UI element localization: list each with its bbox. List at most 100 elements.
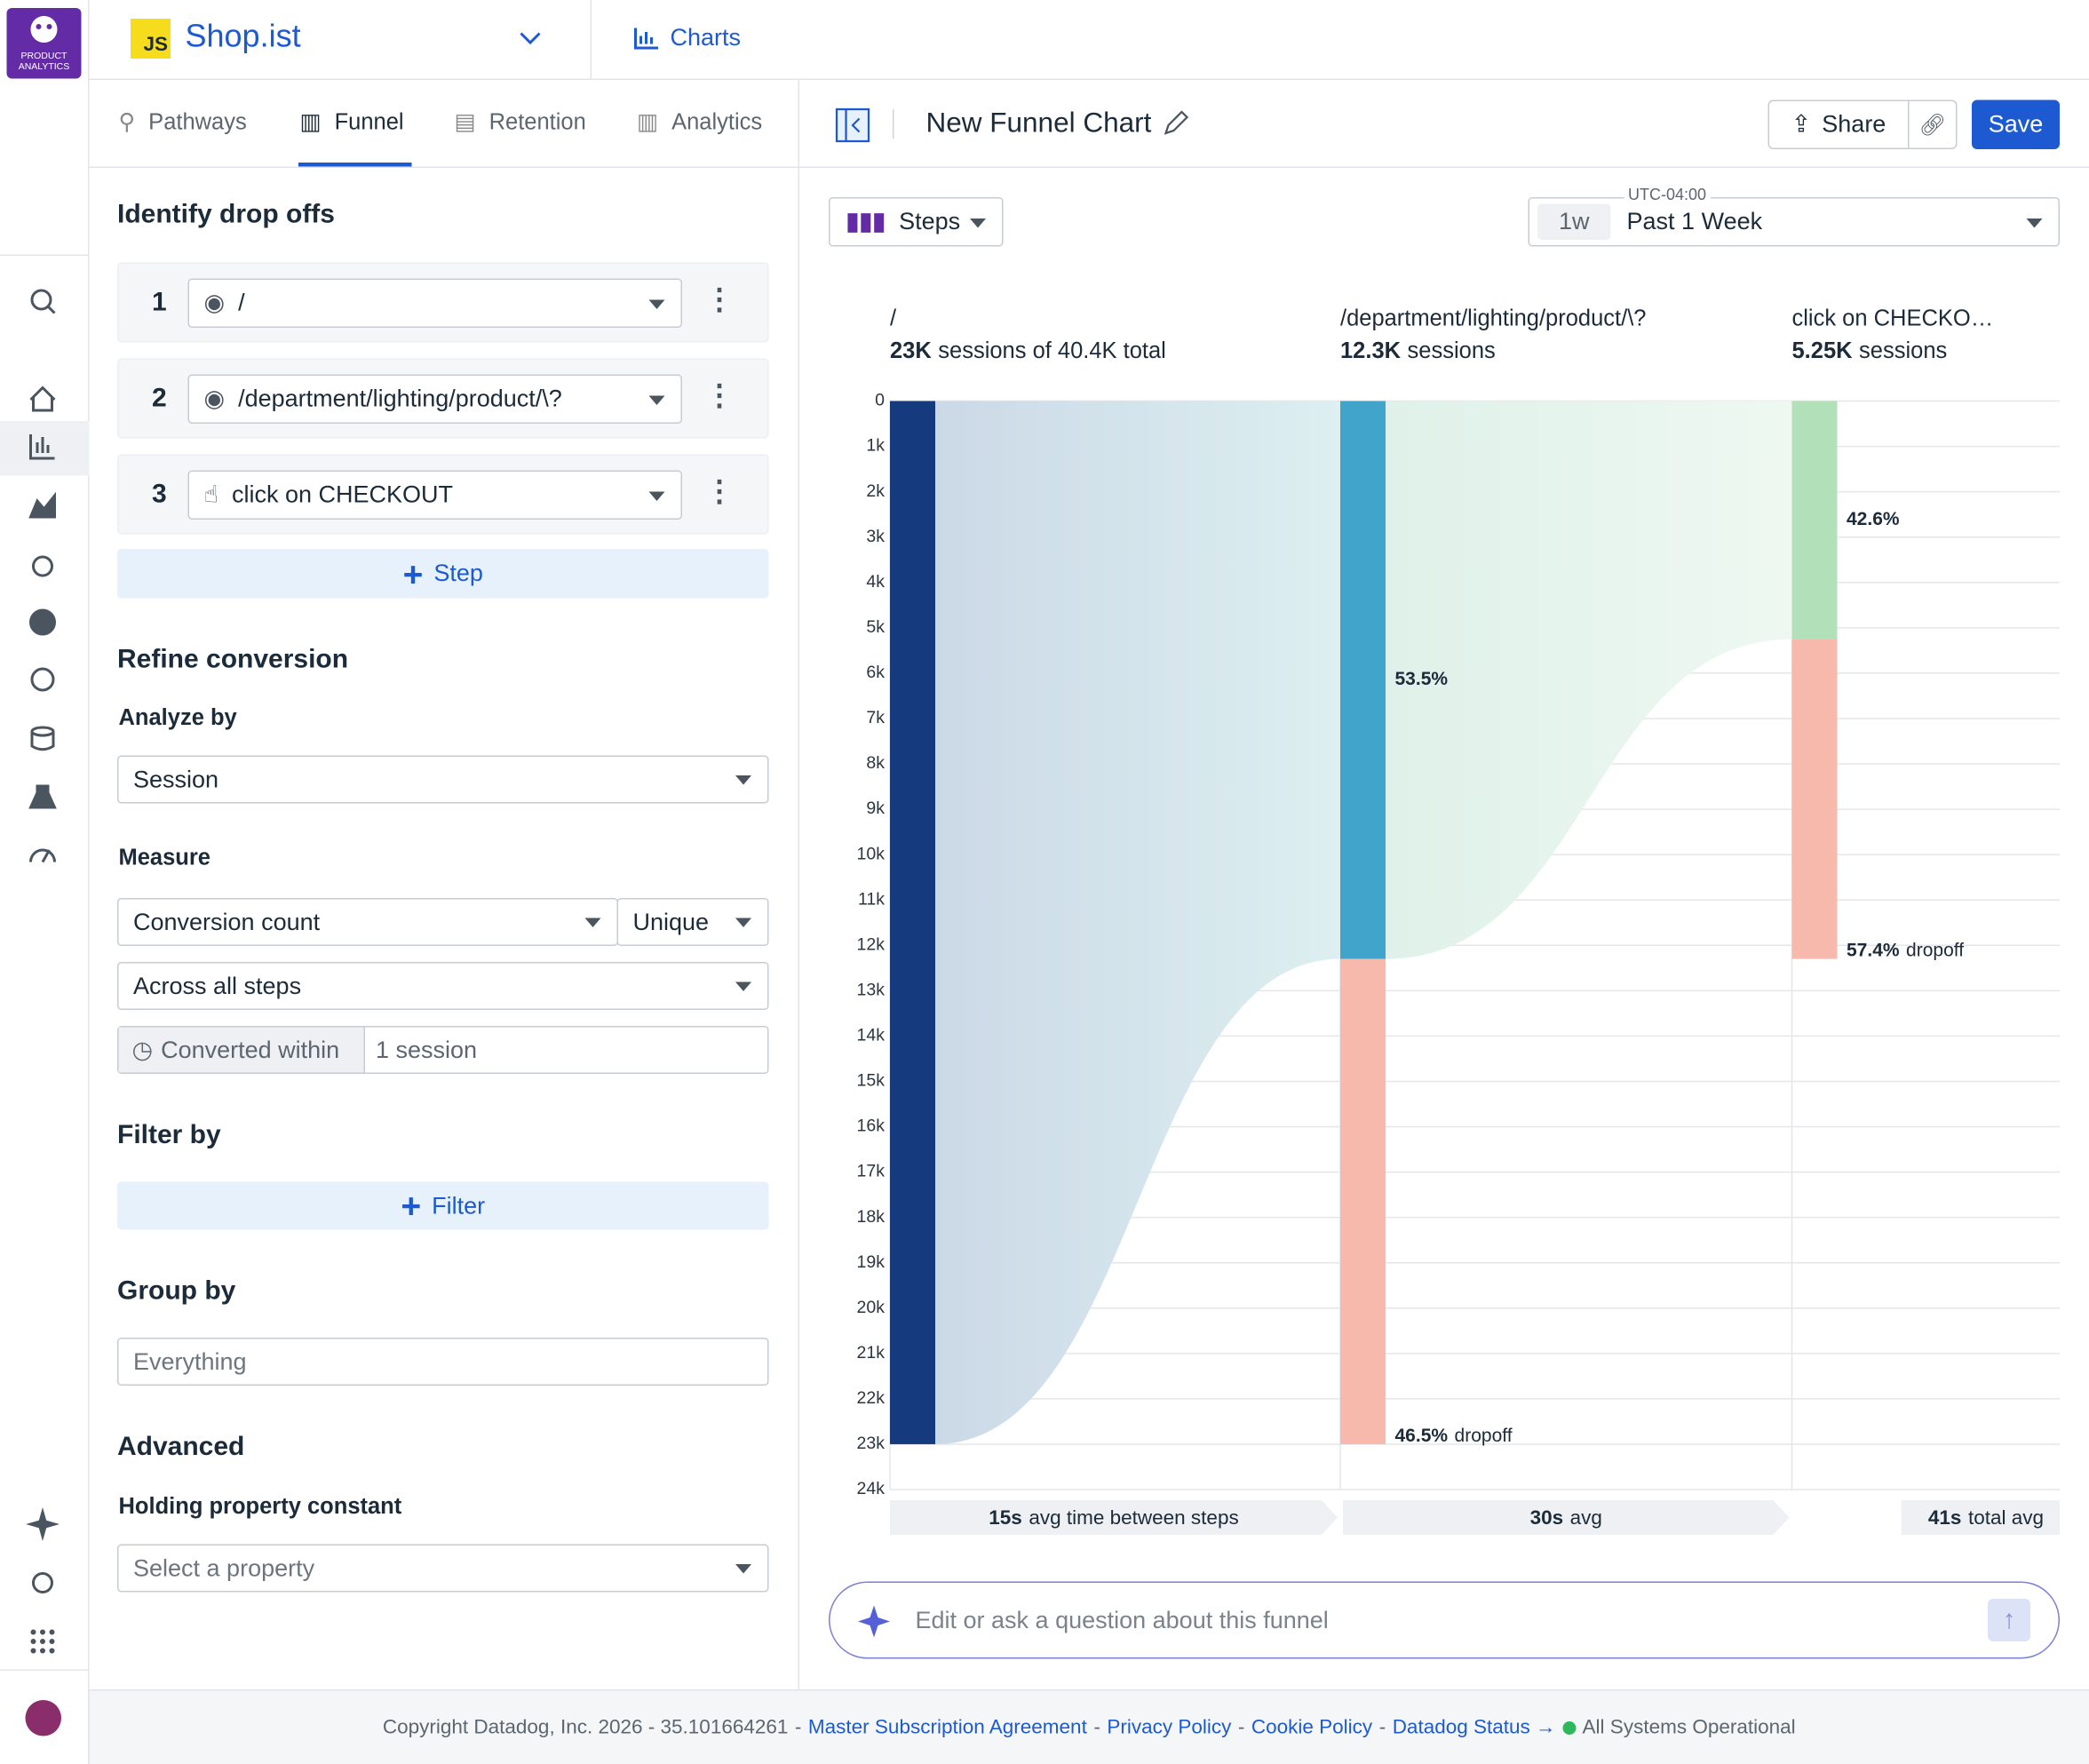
select-value: Past 1 Week — [1626, 208, 1763, 234]
step-select[interactable]: ◉ /department/lighting/product/\? — [187, 374, 682, 424]
step-count-text: sessions of 40.4K total — [938, 338, 1166, 363]
caret — [970, 218, 986, 227]
plus-icon: + — [402, 553, 424, 594]
step-menu[interactable]: ⋮ — [704, 474, 735, 508]
search-icon[interactable] — [30, 289, 52, 311]
step-bar — [1340, 401, 1386, 959]
step-row: 2 ◉ /department/lighting/product/\? ⋮ — [117, 358, 769, 439]
step-menu[interactable]: ⋮ — [704, 378, 735, 412]
step-count-text: sessions — [1408, 338, 1496, 363]
add-filter-button[interactable]: + Filter — [117, 1181, 769, 1230]
footer-link[interactable]: Privacy Policy — [1107, 1716, 1232, 1739]
send-button[interactable]: ↑ — [1988, 1599, 2030, 1641]
scope-select[interactable]: Across all steps — [117, 962, 769, 1010]
dropoff-label: 46.5% dropoff — [1395, 1425, 1513, 1445]
footer-link[interactable]: Cookie Policy — [1251, 1716, 1373, 1739]
save-button[interactable]: Save — [1972, 99, 2060, 149]
status-text: All Systems Operational — [1582, 1716, 1796, 1739]
button-label: Share — [1822, 110, 1886, 138]
product-logo[interactable]: PRODUCT ANALYTICS — [6, 8, 82, 79]
caret — [584, 918, 601, 927]
analyze-select[interactable]: Session — [117, 755, 769, 804]
data-icon[interactable] — [30, 731, 55, 751]
top-divider — [89, 78, 2089, 80]
time-select[interactable]: 1w Past 1 Week — [1528, 197, 2060, 247]
divider — [590, 0, 592, 79]
rail-icons — [26, 289, 60, 1654]
flow — [1386, 401, 1792, 959]
unique-select[interactable]: Unique — [616, 898, 769, 946]
step-count-value: 5.25K — [1792, 338, 1854, 363]
clock-icon: ◷ — [131, 1036, 154, 1063]
separator: - — [1237, 1716, 1245, 1739]
step-name: / — [890, 306, 897, 331]
group-input[interactable]: Everything — [117, 1338, 769, 1386]
copy-link-button[interactable]: 🔗︎ — [1908, 99, 1958, 149]
field-label: Analyze by — [118, 704, 237, 731]
placeholder: Edit or ask a question about this funnel — [915, 1606, 1329, 1633]
home-icon[interactable] — [29, 385, 56, 412]
apps-icon[interactable] — [30, 1629, 55, 1654]
user-avatar[interactable] — [25, 1700, 61, 1736]
share-button[interactable]: ⇪ Share — [1767, 99, 1910, 149]
collapse-button[interactable] — [835, 107, 870, 143]
charts-link[interactable]: Charts — [633, 24, 741, 52]
settings-icon[interactable] — [32, 1572, 53, 1593]
charts-icon[interactable] — [29, 434, 55, 460]
select-value: Across all steps — [133, 972, 302, 999]
converted-within[interactable]: ◷ Converted within 1 session — [117, 1026, 769, 1074]
logo-text: PRODUCT ANALYTICS — [18, 52, 70, 73]
rail-selected — [0, 421, 90, 476]
divider — [893, 109, 894, 139]
step-count: 23K sessions of 40.4K total — [890, 338, 1166, 363]
dropoff-percent: 46.5% — [1395, 1425, 1449, 1445]
time-value: 30s — [1530, 1506, 1564, 1529]
retention-icon[interactable] — [32, 555, 53, 577]
ai-icon[interactable] — [26, 1507, 60, 1541]
search-icon[interactable] — [46, 305, 56, 314]
timezone-label: UTC-04:00 — [1624, 185, 1711, 204]
time-pill — [890, 1500, 1338, 1535]
holding-select[interactable]: Select a property — [117, 1544, 769, 1593]
y-tick-label: 15k — [857, 1071, 886, 1091]
field-label: Measure — [118, 845, 210, 870]
tab[interactable]: ▤ Retention — [455, 109, 586, 136]
step-count: 5.25K sessions — [1792, 338, 1948, 363]
funnel-chart: 0 1k 2k 3k 4k 5k 6k 7k 8k 9k 10k 11k 12k 13k 14k 15k 16k… — [857, 306, 2060, 1535]
time-label: 15s avg time between steps — [989, 1506, 1238, 1529]
footer-link[interactable]: Datadog Status → — [1392, 1716, 1556, 1739]
data-icon[interactable] — [30, 726, 55, 737]
y-tick-label: 5k — [866, 617, 885, 637]
time-label: 41s total avg — [1928, 1506, 2044, 1529]
tab[interactable]: ⚲ Pathways — [119, 109, 247, 136]
y-tick-label: 14k — [857, 1026, 886, 1045]
add-step-button[interactable]: + Step — [117, 549, 769, 599]
conversion-label: 53.5% — [1395, 669, 1449, 689]
edit-title-button[interactable] — [1162, 108, 1191, 138]
step-count-text: sessions — [1859, 338, 1947, 363]
y-tick-label: 13k — [857, 980, 886, 999]
y-tick-label: 0 — [875, 391, 885, 410]
footer-link[interactable]: Master Subscription Agreement — [807, 1716, 1087, 1739]
speed-icon[interactable] — [29, 848, 56, 863]
app-name[interactable]: Shop.ist — [185, 19, 301, 55]
experiments-icon[interactable] — [28, 784, 57, 809]
plus-icon: + — [401, 1186, 422, 1226]
placeholder: Everything — [133, 1347, 247, 1375]
step-select[interactable]: ◉ / — [187, 278, 682, 328]
ask-input[interactable]: Edit or ask a question about this funnel — [829, 1581, 2060, 1659]
measure-select[interactable]: Conversion count — [117, 898, 618, 946]
tab[interactable]: ▥ Funnel — [300, 109, 404, 136]
area-icon[interactable] — [28, 491, 56, 519]
app-dropdown[interactable] — [517, 29, 544, 48]
placeholder: Select a property — [133, 1553, 315, 1581]
view-select[interactable]: ▮▮▮ Steps — [829, 197, 1004, 247]
segments-icon[interactable] — [30, 667, 55, 692]
replay-icon[interactable] — [29, 608, 56, 636]
converted-value: 1 session — [376, 1036, 478, 1063]
step-menu[interactable]: ⋮ — [704, 282, 735, 316]
tab-label: Analytics — [671, 109, 763, 135]
step-count-value: 12.3K — [1340, 338, 1402, 363]
tab[interactable]: ▥ Analytics — [637, 109, 762, 136]
step-select[interactable]: ☝︎ click on CHECKOUT — [187, 470, 682, 520]
